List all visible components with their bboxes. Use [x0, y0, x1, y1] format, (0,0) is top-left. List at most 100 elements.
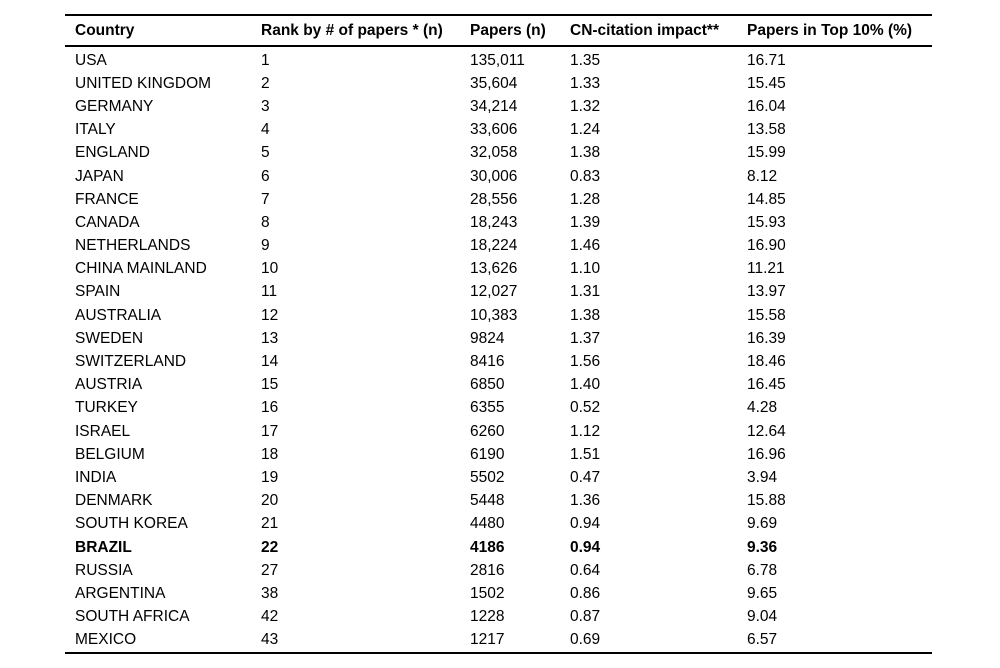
cell-papers: 1217	[470, 631, 505, 649]
cell-papers: 135,011	[470, 51, 525, 69]
cell-rank: 22	[261, 538, 279, 556]
cell-rank: 21	[261, 515, 279, 533]
cell-papers: 18,224	[470, 237, 518, 255]
cell-country: ISRAEL	[75, 422, 131, 440]
cell-papers: 10,383	[470, 306, 518, 324]
cell-country: NETHERLANDS	[75, 237, 191, 255]
table-row: UNITED KINGDOM 2 35,604 1.33 15.45	[65, 72, 932, 95]
cell-citation-impact: 1.28	[570, 190, 601, 208]
cell-country: CHINA MAINLAND	[75, 260, 207, 278]
cell-rank: 4	[261, 121, 270, 139]
table-row: DENMARK 20 5448 1.36 15.88	[65, 490, 932, 513]
cell-country: ARGENTINA	[75, 584, 166, 602]
table-row: ITALY 4 33,606 1.24 13.58	[65, 119, 932, 142]
cell-rank: 19	[261, 468, 279, 486]
cell-rank: 43	[261, 631, 279, 649]
cell-papers: 6850	[470, 376, 505, 394]
table-row: SWEDEN 13 9824 1.37 16.39	[65, 327, 932, 350]
cell-papers: 9824	[470, 329, 505, 347]
cell-top10: 6.78	[747, 561, 778, 579]
cell-citation-impact: 0.87	[570, 608, 601, 626]
cell-top10: 6.57	[747, 631, 778, 649]
cell-citation-impact: 0.47	[570, 468, 601, 486]
cell-top10: 9.69	[747, 515, 778, 533]
table-row: NETHERLANDS 9 18,224 1.46 16.90	[65, 235, 932, 258]
table-row: ARGENTINA 38 1502 0.86 9.65	[65, 582, 932, 605]
cell-top10: 15.99	[747, 144, 786, 162]
cell-country: RUSSIA	[75, 561, 133, 579]
cell-top10: 9.65	[747, 584, 778, 602]
col-header-country: Country	[65, 15, 261, 47]
cell-papers: 8416	[470, 353, 505, 371]
cell-citation-impact: 0.94	[570, 515, 601, 533]
cell-citation-impact: 0.86	[570, 584, 601, 602]
cell-rank: 3	[261, 97, 270, 115]
cell-top10: 15.88	[747, 492, 786, 510]
cell-citation-impact: 0.94	[570, 538, 601, 556]
cell-rank: 5	[261, 144, 270, 162]
cell-country: SPAIN	[75, 283, 121, 301]
table-row: USA 1 135,011 1.35 16.71	[65, 46, 932, 72]
cell-citation-impact: 0.52	[570, 399, 601, 417]
cell-country: INDIA	[75, 468, 117, 486]
cell-papers: 32,058	[470, 144, 518, 162]
cell-country: JAPAN	[75, 167, 124, 185]
cell-rank: 12	[261, 306, 279, 324]
cell-top10: 16.71	[747, 51, 786, 69]
country-papers-table: Country Rank by # of papers * (n) Papers…	[65, 14, 932, 654]
cell-rank: 8	[261, 213, 270, 231]
cell-rank: 1	[261, 51, 270, 69]
cell-top10: 18.46	[747, 353, 786, 371]
cell-papers: 13,626	[470, 260, 518, 278]
cell-rank: 11	[261, 283, 278, 301]
cell-country: BRAZIL	[75, 538, 132, 556]
table-body: USA 1 135,011 1.35 16.71 UNITED KINGDOM …	[65, 46, 932, 653]
cell-country: SOUTH KOREA	[75, 515, 188, 533]
cell-rank: 2	[261, 74, 270, 92]
cell-top10: 12.64	[747, 422, 786, 440]
cell-citation-impact: 1.31	[570, 283, 601, 301]
cell-top10: 11.21	[747, 260, 785, 278]
cell-papers: 6260	[470, 422, 505, 440]
cell-rank: 10	[261, 260, 279, 278]
cell-papers: 28,556	[470, 190, 518, 208]
cell-papers: 5448	[470, 492, 505, 510]
cell-top10: 16.04	[747, 97, 786, 115]
cell-papers: 1502	[470, 584, 505, 602]
table-row: GERMANY 3 34,214 1.32 16.04	[65, 95, 932, 118]
cell-top10: 8.12	[747, 167, 778, 185]
cell-country: DENMARK	[75, 492, 153, 510]
cell-top10: 16.45	[747, 376, 786, 394]
header-row: Country Rank by # of papers * (n) Papers…	[65, 15, 932, 47]
table-row: BRAZIL 22 4186 0.94 9.36	[65, 536, 932, 559]
cell-citation-impact: 1.51	[570, 445, 601, 463]
col-header-papers: Papers (n)	[470, 15, 570, 47]
cell-papers: 35,604	[470, 74, 518, 92]
cell-papers: 30,006	[470, 167, 518, 185]
cell-citation-impact: 1.40	[570, 376, 601, 394]
cell-papers: 12,027	[470, 283, 518, 301]
cell-papers: 2816	[470, 561, 505, 579]
table-row: SOUTH KOREA 21 4480 0.94 9.69	[65, 513, 932, 536]
cell-country: AUSTRIA	[75, 376, 143, 394]
cell-papers: 34,214	[470, 97, 518, 115]
cell-country: TURKEY	[75, 399, 138, 417]
cell-papers: 1228	[470, 608, 505, 626]
cell-top10: 15.45	[747, 74, 786, 92]
table-row: CHINA MAINLAND 10 13,626 1.10 11.21	[65, 258, 932, 281]
cell-country: UNITED KINGDOM	[75, 74, 212, 92]
cell-top10: 9.36	[747, 538, 778, 556]
cell-citation-impact: 0.69	[570, 631, 601, 649]
cell-top10: 15.58	[747, 306, 786, 324]
cell-rank: 17	[261, 422, 279, 440]
cell-rank: 14	[261, 353, 279, 371]
cell-rank: 38	[261, 584, 279, 602]
table-row: JAPAN 6 30,006 0.83 8.12	[65, 165, 932, 188]
cell-rank: 18	[261, 445, 279, 463]
cell-country: SWEDEN	[75, 329, 144, 347]
cell-top10: 13.58	[747, 121, 786, 139]
cell-papers: 6190	[470, 445, 505, 463]
cell-rank: 27	[261, 561, 279, 579]
col-header-top10: Papers in Top 10% (%)	[747, 15, 932, 47]
table-row: TURKEY 16 6355 0.52 4.28	[65, 397, 932, 420]
